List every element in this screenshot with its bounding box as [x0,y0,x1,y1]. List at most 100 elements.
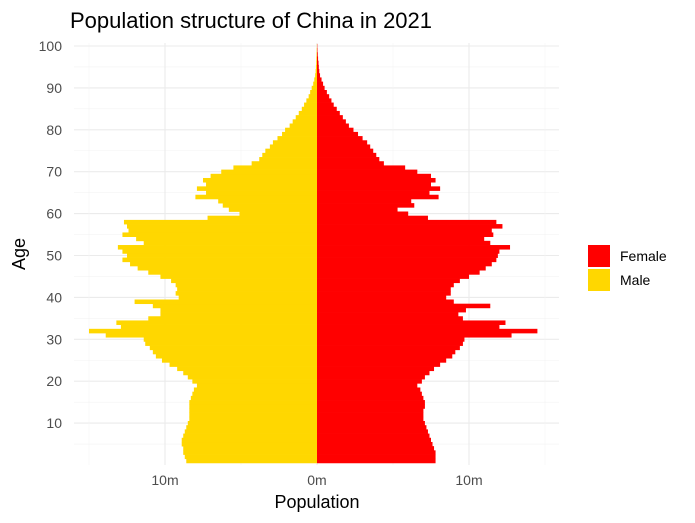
female-bar-age-30 [317,337,465,342]
male-bar-age-58 [123,219,318,225]
male-bar-age-66 [196,186,317,191]
male-bar-age-96 [316,60,317,66]
female-bar-age-77 [317,140,368,145]
male-bar-age-54 [136,236,317,242]
female-bar-age-75 [317,148,374,154]
female-bar-age-9 [317,425,427,430]
female-bar-age-86 [317,102,334,108]
female-bar-age-24 [317,362,441,367]
male-bar-age-41 [175,291,317,296]
male-bar-age-94 [315,69,317,74]
male-bar-age-18 [193,387,317,393]
male-bar-age-51 [122,249,317,254]
female-bar-age-73 [317,157,380,162]
legend-label-female: Female [620,248,667,264]
x-axis-title: Population [274,492,359,512]
male-bar-age-26 [155,353,317,359]
female-bar-age-31 [317,333,512,338]
female-bar-age-70 [317,169,418,175]
male-bar-age-49 [122,257,317,263]
male-bar-age-80 [285,127,317,133]
x-tick-label: 10m [455,472,482,488]
y-tick-label: 50 [46,248,62,264]
male-bar-age-91 [313,81,317,87]
male-bar-age-75 [265,148,317,154]
male-bar-age-81 [289,123,317,129]
legend-key-female [588,245,610,267]
female-bar-age-39 [317,299,454,305]
female-bar-age-2 [317,454,436,460]
male-bar-age-92 [314,77,317,82]
female-bar-age-72 [317,161,384,166]
y-tick-label: 70 [46,164,62,180]
female-bar-age-98 [317,52,318,57]
male-bar-age-11 [189,416,317,422]
female-bar-age-51 [317,249,500,254]
male-bar-age-70 [221,169,317,175]
male-bar-age-63 [218,198,317,204]
female-bar-age-14 [317,404,425,409]
female-bar-age-79 [317,131,359,137]
male-bar-age-35 [148,316,317,321]
male-bar-age-69 [210,173,317,179]
male-bar-age-13 [189,408,317,413]
male-bar-age-77 [272,140,317,145]
female-bar-age-52 [317,245,511,250]
male-bar-age-76 [269,144,317,150]
female-bar-age-26 [317,353,453,359]
female-bar-age-55 [317,232,494,237]
female-bar-age-59 [317,215,428,221]
female-bar-age-40 [317,295,447,300]
male-bar-age-64 [195,194,317,200]
female-bar-age-13 [317,408,424,413]
female-bar-age-66 [317,186,441,191]
male-bar-age-43 [175,282,317,288]
male-bar-age-10 [187,421,317,426]
male-bar-age-79 [282,131,317,137]
female-bar-age-11 [317,416,424,422]
female-bar-age-89 [317,89,327,95]
female-bar-age-71 [317,165,406,170]
male-bar-age-31 [105,333,317,338]
female-bar-age-20 [317,379,422,384]
y-tick-label: 40 [46,289,62,305]
male-bar-age-3 [183,450,317,455]
female-bar-age-10 [317,421,425,426]
male-bar-age-37 [160,307,317,313]
y-axis-ticks: 10 20 30 40 50 60 70 80 90 100 [39,38,63,431]
male-bar-age-29 [145,341,317,346]
y-tick-label: 80 [46,122,62,138]
female-bar-age-82 [317,119,346,124]
female-bar-age-15 [317,400,425,405]
male-bar-age-32 [89,328,317,334]
legend-label-male: Male [620,272,651,288]
female-bar-age-28 [317,345,460,351]
female-bar-age-47 [317,265,486,271]
male-bar-age-62 [222,203,317,208]
male-bar-age-34 [116,320,317,325]
male-bar-age-83 [295,115,317,120]
female-bar-age-56 [317,228,492,233]
male-bar-age-25 [161,358,317,363]
female-bar-age-83 [317,115,343,120]
female-bar-age-95 [317,64,319,70]
male-bar-age-22 [183,370,317,376]
female-bar-age-38 [317,303,491,309]
female-bar-age-29 [317,341,463,346]
female-bar-age-8 [317,429,428,434]
y-tick-label: 100 [39,38,63,54]
male-bar-age-36 [160,312,317,317]
male-bar-age-39 [134,299,317,305]
male-bar-age-68 [203,177,317,183]
male-bar-age-93 [315,73,317,78]
female-bars [317,43,538,464]
male-bar-age-8 [184,429,317,434]
male-bar-age-16 [190,395,317,401]
male-bar-age-33 [120,324,317,330]
female-bar-age-91 [317,81,324,87]
female-bar-age-6 [317,437,431,443]
female-bar-age-33 [317,324,500,330]
male-bar-age-5 [181,441,317,447]
male-bar-age-55 [122,232,317,237]
